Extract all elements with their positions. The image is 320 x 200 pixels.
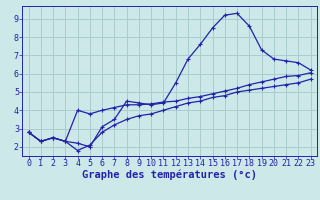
X-axis label: Graphe des températures (°c): Graphe des températures (°c): [82, 170, 257, 180]
